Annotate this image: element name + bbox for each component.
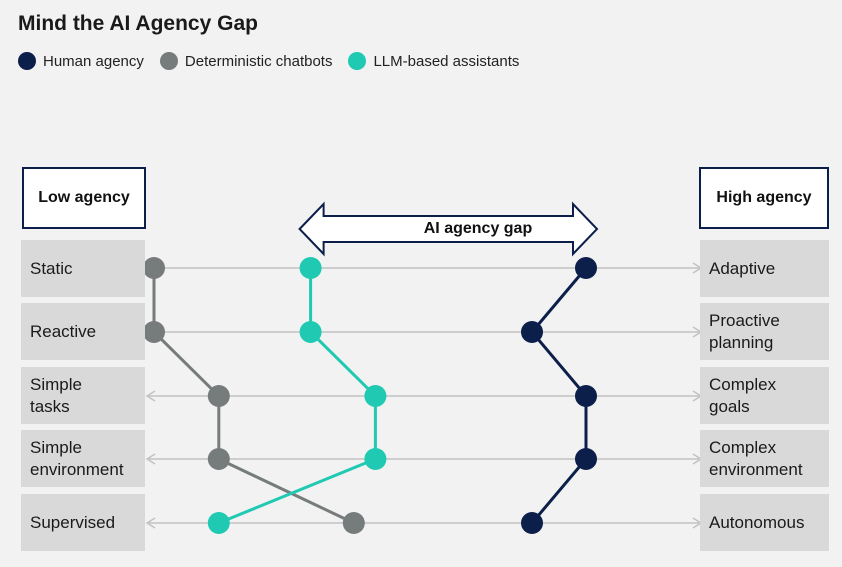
row-label-high-2: Complex goals [700,367,829,424]
chart-title: Mind the AI Agency Gap [18,12,258,35]
series-point-2-1 [299,321,322,343]
axis-arrow-left-3 [145,453,156,465]
axis-arrow-left-2 [145,390,156,402]
legend-dot-chatbots [159,52,178,70]
row-label-low-1: Reactive [21,303,145,360]
row-label-low-3: Simple environment [21,430,145,487]
series-point-2-0 [299,257,322,279]
gap-arrow [298,201,599,257]
legend-label-llm: LLM-based assistants [373,52,520,70]
row-label-high-3: Complex environment [700,430,829,487]
series-point-2-3 [364,448,387,470]
low-agency-label: Low agency [38,189,130,206]
series-point-0-3 [575,448,597,470]
series-point-2-2 [364,385,387,407]
row-label-low-0: Static [21,240,145,297]
axis-arrow-left-4 [145,517,156,529]
legend-item-human: Human agency [18,52,144,70]
series-point-1-2 [207,385,230,407]
legend: Human agency Deterministic chatbots LLM-… [18,52,535,70]
legend-label-chatbots: Deterministic chatbots [184,52,333,70]
legend-dot-human [18,52,36,70]
series-point-0-0 [575,257,597,279]
legend-item-llm: LLM-based assistants [348,52,519,70]
series-point-0-2 [575,385,597,407]
low-agency-box: Low agency [22,167,146,229]
series-point-1-0 [143,257,165,279]
series-point-1-4 [342,512,365,534]
legend-label-human: Human agency [43,52,144,70]
row-label-high-1: Proactive planning [700,303,829,360]
high-agency-box: High agency [699,167,829,229]
series-point-0-4 [521,512,543,534]
legend-item-chatbots: Deterministic chatbots [159,52,333,70]
row-label-high-0: Adaptive [700,240,829,297]
gap-label: AI agency gap [423,220,533,237]
series-point-1-3 [207,448,230,470]
legend-dot-llm [348,52,367,70]
series-point-2-4 [207,512,230,534]
row-label-high-4: Autonomous [700,494,829,551]
row-label-low-2: Simple tasks [21,367,145,424]
series-point-0-1 [521,321,543,343]
high-agency-label: High agency [716,189,812,206]
series-point-1-1 [143,321,165,343]
row-label-low-4: Supervised [21,494,145,551]
